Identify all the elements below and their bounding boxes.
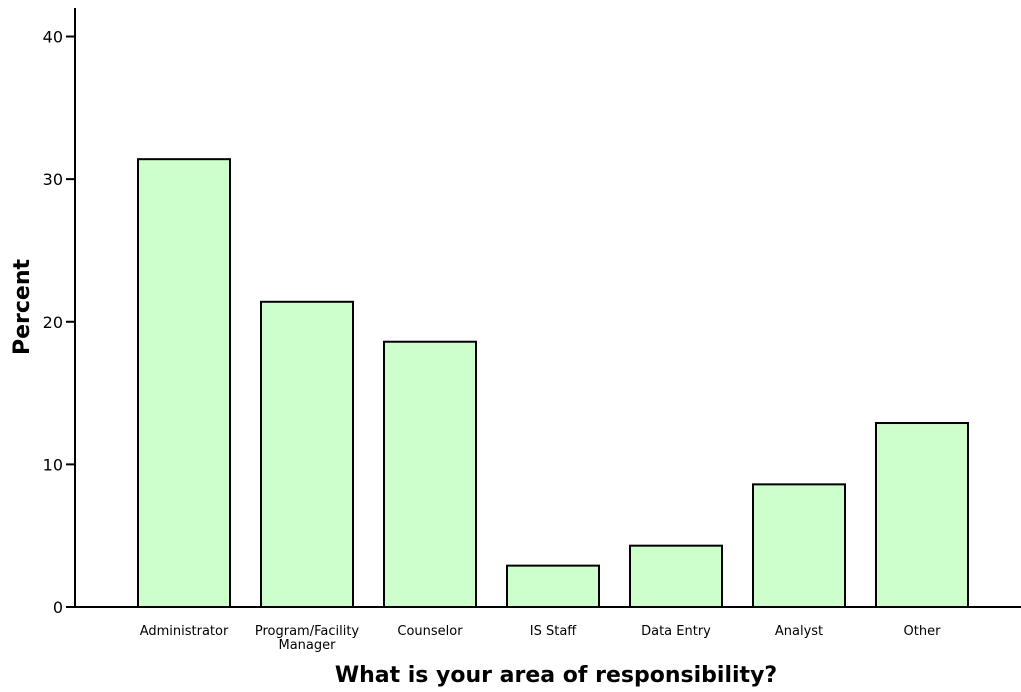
bars-layer xyxy=(137,158,969,609)
y-tick-label-0: 0 xyxy=(53,598,63,617)
bar-is-staff xyxy=(506,564,600,609)
x-tick-label-data-entry: Data Entry xyxy=(641,624,711,639)
bar-data-entry xyxy=(629,544,723,609)
x-labels-layer: Administrator Program/Facility Manager Coun… xyxy=(140,624,941,653)
y-tick-label-20: 20 xyxy=(43,313,63,332)
x-tick-label-analyst: Analyst xyxy=(775,624,823,639)
y-tick-label-10: 10 xyxy=(43,455,63,474)
x-tick-label-administrator: Administrator xyxy=(140,624,229,639)
y-ticks-layer: 0 10 20 30 40 xyxy=(43,28,75,617)
x-axis-title: What is your area of responsibility? xyxy=(335,663,777,688)
x-tick-label-other: Other xyxy=(904,624,942,639)
y-tick-label-40: 40 xyxy=(43,28,63,47)
x-tick-label-counselor: Counselor xyxy=(397,624,463,639)
x-tick-label-program-facility-manager: Program/Facility Manager xyxy=(255,624,360,653)
y-tick-label-30: 30 xyxy=(43,170,63,189)
bar-counselor xyxy=(383,340,477,608)
x-tick-label-is-staff: IS Staff xyxy=(530,624,578,639)
bar-analyst xyxy=(752,483,846,609)
y-axis-title: Percent xyxy=(10,259,35,356)
bar-program-facility-manager xyxy=(260,300,354,608)
bar-administrator xyxy=(137,158,231,609)
axes-layer xyxy=(74,8,1021,608)
bar-other xyxy=(875,422,969,608)
